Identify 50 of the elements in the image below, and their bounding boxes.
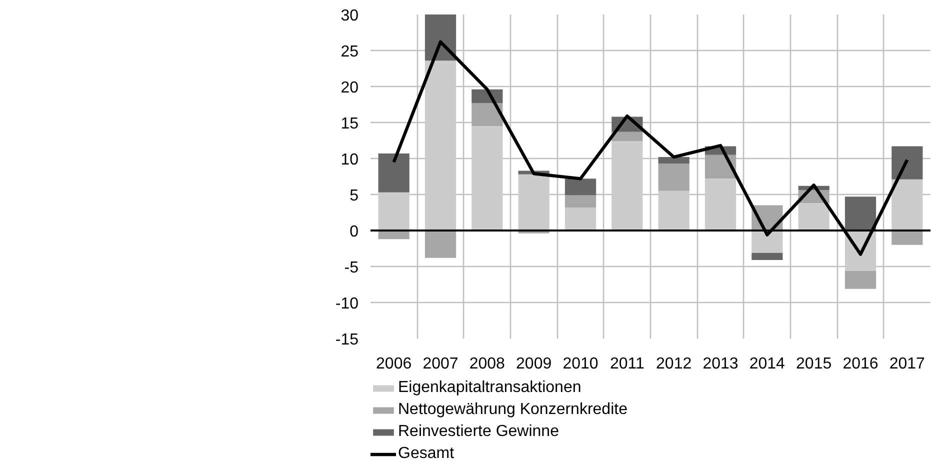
bar bbox=[798, 203, 830, 230]
bar bbox=[564, 195, 596, 208]
bar bbox=[612, 141, 643, 230]
bar bbox=[564, 207, 596, 230]
y-tick-label: 5 bbox=[350, 188, 359, 204]
bar bbox=[378, 153, 410, 192]
bar bbox=[518, 174, 550, 230]
bar bbox=[472, 103, 503, 126]
legend-label: Nettogewährung Konzernkredite bbox=[398, 400, 628, 420]
x-tick-label: 2011 bbox=[610, 356, 644, 372]
bar bbox=[564, 178, 596, 196]
x-tick-label: 2014 bbox=[749, 356, 786, 372]
y-tick-label: 10 bbox=[340, 152, 359, 168]
y-tick-label: 30 bbox=[340, 8, 359, 24]
bar bbox=[424, 14, 456, 61]
x-tick-label: 2007 bbox=[422, 356, 458, 372]
bar bbox=[658, 164, 690, 191]
bar bbox=[752, 230, 783, 253]
bar bbox=[892, 230, 923, 245]
bar bbox=[378, 192, 410, 230]
bar bbox=[658, 190, 690, 230]
bar bbox=[892, 146, 923, 180]
x-tick-label: 2016 bbox=[842, 356, 878, 372]
x-tick-label: 2010 bbox=[562, 356, 598, 372]
bar bbox=[844, 196, 876, 230]
y-tick-label: 15 bbox=[340, 116, 359, 132]
x-tick-label: 2009 bbox=[516, 356, 552, 372]
y-tick-label: -5 bbox=[344, 260, 359, 276]
x-tick-label: 2017 bbox=[889, 356, 926, 372]
bar bbox=[658, 157, 690, 164]
x-tick-label: 2006 bbox=[376, 356, 412, 372]
legend-label: Gesamt bbox=[398, 444, 454, 464]
bar bbox=[704, 178, 736, 230]
y-tick-label: 25 bbox=[340, 44, 359, 60]
bar bbox=[892, 179, 923, 230]
y-tick-label: 20 bbox=[340, 80, 359, 96]
legend-label: Eigenkapitaltransaktionen bbox=[398, 378, 582, 398]
bar bbox=[752, 252, 783, 260]
x-tick-label: 2015 bbox=[796, 356, 832, 372]
bar bbox=[844, 270, 876, 289]
y-tick-label: -10 bbox=[335, 296, 359, 312]
bar bbox=[424, 60, 456, 230]
y-tick-label: 0 bbox=[350, 224, 359, 240]
x-tick-label: 2008 bbox=[469, 356, 506, 372]
x-tick-label: 2013 bbox=[702, 356, 738, 372]
y-tick-label: -15 bbox=[335, 332, 359, 348]
legend-label: Reinvestierte Gewinne bbox=[398, 422, 559, 442]
bar bbox=[424, 230, 456, 258]
bar bbox=[472, 126, 503, 230]
x-tick-label: 2012 bbox=[656, 356, 692, 372]
